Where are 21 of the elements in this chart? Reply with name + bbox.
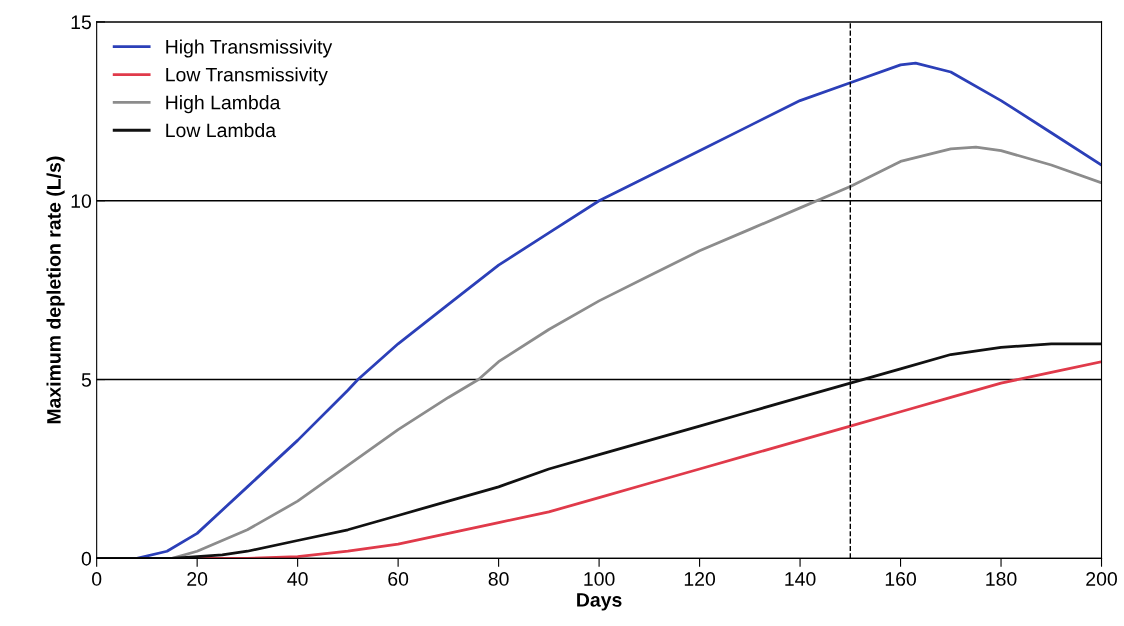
x-tick-label: 200 — [1086, 572, 1117, 586]
y-tick-label: 10 — [71, 194, 92, 208]
y-axis-title: Maximum depletion rate (L/s) — [46, 156, 65, 424]
x-tick-label: 120 — [684, 572, 716, 586]
legend-label: Low Transmissivity — [166, 67, 328, 86]
y-tick-label: 15 — [71, 15, 91, 30]
x-tick-label: 20 — [187, 572, 208, 586]
legend-label: Low Lambda — [166, 122, 277, 138]
x-tick-label: 140 — [785, 572, 816, 586]
x-tick-label: 100 — [584, 572, 615, 586]
x-tick-label: 160 — [885, 572, 917, 586]
x-tick-label: 0 — [92, 572, 102, 586]
y-tick-label: 0 — [81, 551, 92, 566]
y-tick-label: 5 — [81, 373, 91, 387]
x-tick-label: 180 — [986, 572, 1017, 586]
x-axis-title: Days — [577, 593, 622, 611]
x-tick-label: 40 — [287, 572, 308, 586]
legend-label: High Lambda — [166, 95, 281, 114]
legend-label: High Transmissivity — [166, 39, 333, 58]
x-tick-label: 80 — [488, 572, 509, 586]
x-tick-label: 60 — [388, 572, 409, 586]
